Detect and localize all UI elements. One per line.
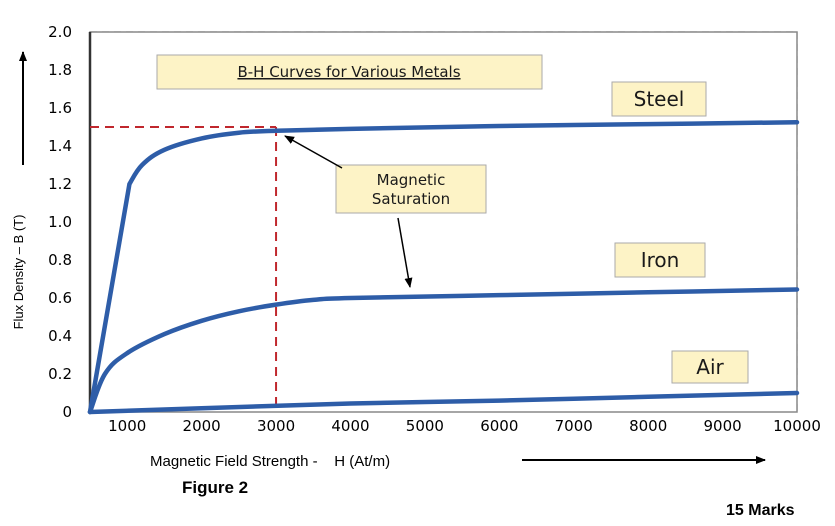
y-tick-label: 0.8 xyxy=(48,251,72,269)
series-iron-label-box xyxy=(614,242,706,278)
series-iron-label: Iron xyxy=(641,248,680,272)
saturation-label-line1: Magnetic xyxy=(377,171,446,189)
x-tick-label: 5000 xyxy=(406,417,444,435)
series-air-line xyxy=(87,390,800,415)
series-iron-line xyxy=(87,287,800,415)
chart-title-box: B-H Curves for Various Metals xyxy=(156,54,543,90)
x-tick-label: 1000 xyxy=(108,417,146,435)
saturation-label-line2: Saturation xyxy=(372,190,450,208)
y-tick-label: 1.4 xyxy=(48,137,72,155)
y-tick-label: 0.2 xyxy=(48,365,72,383)
series-steel-label-box xyxy=(611,81,707,117)
y-tick-label: 0 xyxy=(62,403,72,421)
y-tick-label: 1.2 xyxy=(48,175,72,193)
x-tick-label: 3000 xyxy=(257,417,295,435)
series-steel-label: Steel xyxy=(634,87,685,111)
series-air-label-box xyxy=(671,350,749,384)
x-tick-label: 2000 xyxy=(183,417,221,435)
saturation-label: Magnetic Saturation xyxy=(335,164,487,214)
y-axis-title: Flux Density – B (T) xyxy=(11,215,26,330)
marks-label: 15 Marks xyxy=(726,502,795,519)
x-tick-label: 10000 xyxy=(773,417,821,435)
figure-caption: Figure 2 xyxy=(182,478,249,497)
y-tick-label: 1.0 xyxy=(48,213,72,231)
x-tick-label: 7000 xyxy=(555,417,593,435)
saturation-arrow-steel xyxy=(284,135,343,169)
y-tick-label: 2.0 xyxy=(48,23,72,41)
series-steel-line xyxy=(87,120,800,415)
y-tick-label: 0.4 xyxy=(48,327,72,345)
y-tick-label: 1.6 xyxy=(48,99,72,117)
x-tick-label: 4000 xyxy=(331,417,369,435)
x-tick-label: 8000 xyxy=(629,417,667,435)
x-tick-label: 6000 xyxy=(480,417,518,435)
x-tick-label: 9000 xyxy=(703,417,741,435)
x-axis-title: Magnetic Field Strength - H (At/m) xyxy=(150,453,390,470)
y-tick-label: 0.6 xyxy=(48,289,72,307)
chart-title: B-H Curves for Various Metals xyxy=(237,63,460,81)
y-tick-label: 1.8 xyxy=(48,61,72,79)
series-air-label: Air xyxy=(696,355,724,379)
saturation-arrow-iron xyxy=(397,217,413,288)
